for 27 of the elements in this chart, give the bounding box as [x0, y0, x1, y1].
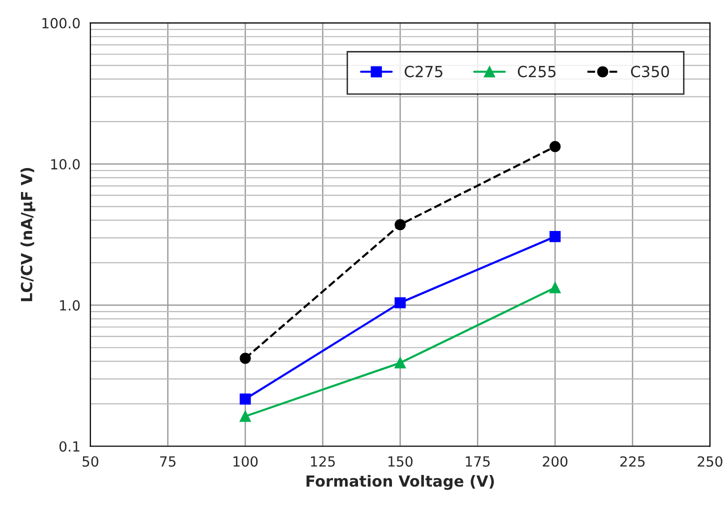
- y-axis-title: LC/CV (nA/µF V): [20, 168, 36, 302]
- x-tick-label: 225: [620, 456, 645, 467]
- legend-label: C350: [631, 66, 669, 78]
- point: [394, 219, 406, 230]
- y-tick-label: 1.0: [60, 300, 80, 311]
- y-tick-label: 0.1: [59, 441, 80, 452]
- x-tick-label: 50: [82, 456, 98, 467]
- legend-label: C275: [404, 66, 442, 78]
- x-tick-label: 150: [388, 456, 413, 467]
- y-tick-label: 10.0: [51, 159, 80, 170]
- x-tick-label: 125: [311, 456, 335, 467]
- x-tick-label: 200: [542, 456, 568, 467]
- point: [394, 297, 406, 308]
- x-tick-label: 75: [160, 456, 176, 467]
- point: [550, 282, 561, 294]
- x-tick-label: 250: [698, 456, 722, 467]
- point: [550, 231, 561, 242]
- x-axis-title: Formation Voltage (V): [306, 474, 494, 490]
- y-tick-label: 100.0: [42, 18, 80, 28]
- point: [240, 394, 251, 405]
- point: [394, 357, 406, 368]
- legend-label: C255: [518, 66, 556, 78]
- point: [240, 410, 251, 422]
- point: [550, 141, 561, 152]
- x-tick-label: 100: [234, 456, 258, 467]
- point: [240, 352, 251, 364]
- x-tick-label: 175: [466, 456, 490, 467]
